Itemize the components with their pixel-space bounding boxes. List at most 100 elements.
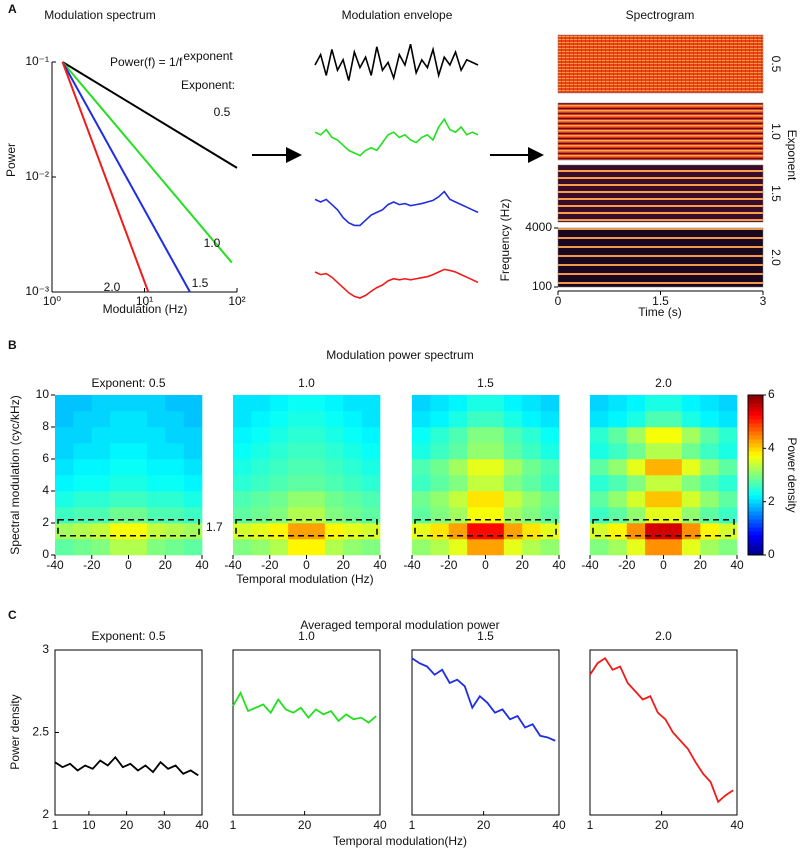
colorbar-slice xyxy=(748,455,763,460)
heatmap-cell xyxy=(146,459,166,476)
heatmap-cell xyxy=(430,507,450,524)
heatmap-cell xyxy=(55,459,74,476)
plot-frame xyxy=(232,649,381,816)
heatmap-cell xyxy=(233,459,252,476)
heatmap-cell xyxy=(183,491,203,508)
colorbar-slice xyxy=(748,443,763,448)
heatmap-cell xyxy=(540,491,560,508)
heatmap-cell xyxy=(663,395,683,412)
heatmap-cell xyxy=(700,411,719,428)
series-line xyxy=(61,61,191,293)
heatmap-cell xyxy=(467,475,486,492)
heatmap-cell xyxy=(183,539,203,556)
heatmap-cell xyxy=(700,539,719,556)
x-tick-label: 20 xyxy=(298,818,312,832)
heatmap-cell xyxy=(73,523,93,540)
x-tick-label: 20 xyxy=(159,558,173,572)
heatmap-cell xyxy=(233,523,252,540)
heatmap-cell xyxy=(306,443,326,460)
heatmap-cell xyxy=(324,443,344,460)
heatmap-cell xyxy=(645,411,664,428)
heatmap-cell xyxy=(645,475,664,492)
heatmap-cell xyxy=(718,523,738,540)
heatmap-cell xyxy=(522,395,541,412)
colorbar-slice xyxy=(748,535,763,540)
heatmap-cell xyxy=(165,507,184,524)
heatmap-cell xyxy=(626,395,646,412)
heatmap-cell xyxy=(269,411,289,428)
colorbar-slice xyxy=(748,479,763,484)
heatmap-cell xyxy=(645,507,664,524)
heatmap-cell xyxy=(448,507,468,524)
heatmap-cell xyxy=(91,539,111,556)
series-label: 1.5 xyxy=(192,276,209,290)
colorbar-slice xyxy=(748,471,763,476)
x-tick-label: 1.5 xyxy=(652,294,669,308)
heatmap-cell xyxy=(251,459,271,476)
heatmap-cell xyxy=(288,539,307,556)
heatmap-cell xyxy=(110,443,129,460)
heatmap-cell xyxy=(146,475,166,492)
y-axis-label: Power density xyxy=(8,694,22,769)
panel-label: C xyxy=(8,608,17,622)
x-tick-label: 40 xyxy=(195,818,209,832)
heatmap-cell xyxy=(645,523,664,540)
heatmap-cell xyxy=(91,523,111,540)
heatmap-cell xyxy=(91,507,111,524)
heatmap-cell xyxy=(91,395,111,412)
heatmap-cell xyxy=(430,427,450,444)
heatmap-cell xyxy=(306,507,326,524)
heatmap-cell xyxy=(361,475,381,492)
spectrogram-image xyxy=(557,227,764,288)
heatmap-cell xyxy=(269,475,289,492)
panel-title: 1.0 xyxy=(298,376,315,390)
colorbar-slice xyxy=(748,415,763,420)
heatmap-cell xyxy=(503,491,523,508)
heatmap-cell xyxy=(430,539,450,556)
heatmap-cell xyxy=(681,411,701,428)
colorbar-slice xyxy=(748,403,763,408)
heatmap-cell xyxy=(288,523,307,540)
heatmap-cell xyxy=(485,507,505,524)
x-tick-label: 40 xyxy=(730,818,744,832)
exponent-label: 0.5 xyxy=(769,56,783,73)
heatmap-cell xyxy=(251,395,271,412)
heatmap-cell xyxy=(681,459,701,476)
heatmap-cell xyxy=(503,411,523,428)
heatmap-cell xyxy=(590,539,609,556)
heatmap-cell xyxy=(448,459,468,476)
heatmap-cell xyxy=(540,459,560,476)
heatmap-cell xyxy=(448,427,468,444)
heatmap-cell xyxy=(73,507,93,524)
heatmap-cell xyxy=(233,427,252,444)
heatmap-cell xyxy=(306,427,326,444)
heatmap-cell xyxy=(681,507,701,524)
heatmap-cell xyxy=(361,459,381,476)
heatmap-cell xyxy=(55,411,74,428)
heatmap-cell xyxy=(663,427,683,444)
x-tick-label: 0 xyxy=(303,558,310,572)
heatmap-cell xyxy=(91,443,111,460)
heatmap-cell xyxy=(361,491,381,508)
heatmap-cell xyxy=(55,475,74,492)
heatmap-cell xyxy=(288,507,307,524)
series-line xyxy=(589,657,734,804)
highlight-box xyxy=(592,519,735,537)
heatmap-cell xyxy=(626,475,646,492)
heatmap-cell xyxy=(73,395,93,412)
heatmap-cell xyxy=(663,443,683,460)
heatmap-cell xyxy=(626,427,646,444)
x-tick-label: 20 xyxy=(655,818,669,832)
colorbar-slice xyxy=(748,395,763,400)
colorbar-slice xyxy=(748,491,763,496)
heatmap-cell xyxy=(590,475,609,492)
heatmap-cell xyxy=(626,443,646,460)
heatmap-cell xyxy=(55,395,74,412)
series-label: 0.5 xyxy=(214,105,231,119)
heatmap-cell xyxy=(110,459,129,476)
colorbar-tick-label: 0 xyxy=(768,547,775,561)
heatmap-cell xyxy=(361,443,381,460)
x-tick-label: 1 xyxy=(230,818,237,832)
heatmap-cell xyxy=(251,427,271,444)
heatmap-cell xyxy=(590,491,609,508)
